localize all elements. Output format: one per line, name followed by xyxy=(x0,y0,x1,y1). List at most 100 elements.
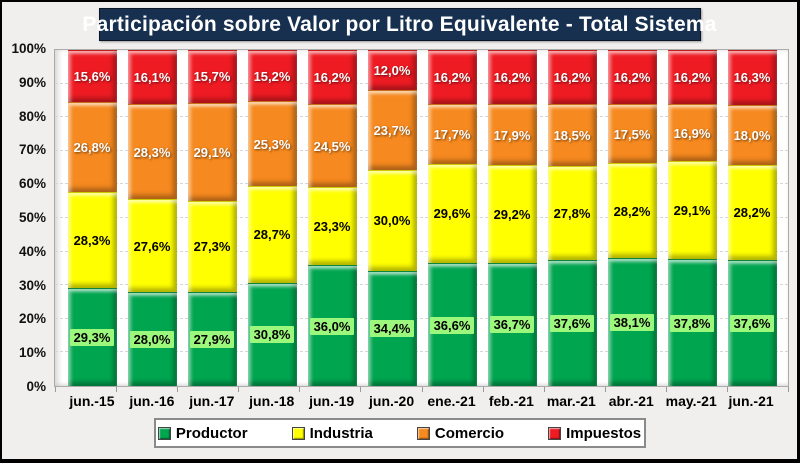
gridline xyxy=(55,217,788,218)
segment-impuestos-jun.-18: 15,2% xyxy=(247,50,297,102)
segment-industria-jun.-17: 27,3% xyxy=(187,200,237,293)
bar-jun.-21: 37,6% 28,2% 18,0% 16,3% xyxy=(727,50,777,386)
data-label-productor-may.-21: 37,8% xyxy=(669,314,715,332)
gridline xyxy=(55,116,788,118)
data-label-comercio-jun.-20: 23,7% xyxy=(373,123,411,139)
gridline xyxy=(55,183,788,185)
data-label-industria-jun.-16: 27,6% xyxy=(133,238,171,254)
data-label-industria-jun.-17: 27,3% xyxy=(193,239,231,255)
segment-industria-ene.-21: 29,6% xyxy=(427,163,477,264)
data-label-impuestos-abr.-21: 16,2% xyxy=(613,70,651,86)
axis-tick xyxy=(299,387,301,392)
data-label-impuestos-jun.-18: 15,2% xyxy=(253,68,291,84)
segment-comercio-mar.-21: 18,5% xyxy=(547,104,597,167)
data-label-impuestos-jun.-21: 16,3% xyxy=(733,70,771,86)
data-label-comercio-ene.-21: 17,7% xyxy=(433,127,471,143)
segment-industria-jun.-20: 30,0% xyxy=(367,169,417,271)
axis-tick xyxy=(421,387,423,392)
x-axis-label-jun.-17: jun.-17 xyxy=(189,393,235,409)
x-axis-label-abr.-21: abr.-21 xyxy=(608,393,654,409)
bar-feb.-21: 36,7% 29,2% 17,9% 16,2% xyxy=(487,50,537,386)
data-label-impuestos-mar.-21: 16,2% xyxy=(553,70,591,86)
data-label-impuestos-feb.-21: 16,2% xyxy=(493,70,531,86)
segment-comercio-jun.-17: 29,1% xyxy=(187,102,237,201)
gridline xyxy=(55,250,788,252)
legend-label-comercio: Comercio xyxy=(434,424,505,442)
segment-comercio-jun.-16: 28,3% xyxy=(127,104,177,200)
bar-jun.-18: 30,8% 28,7% 25,3% 15,2% xyxy=(247,50,297,386)
legend-item-impuestos: Impuestos xyxy=(548,425,641,442)
data-label-productor-jun.-19: 36,0% xyxy=(309,317,355,335)
y-axis-label-30pct: 30% xyxy=(18,277,46,293)
data-label-comercio-may.-21: 16,9% xyxy=(673,125,711,141)
data-label-impuestos-jun.-16: 16,1% xyxy=(133,70,171,86)
segment-comercio-feb.-21: 17,9% xyxy=(487,104,537,165)
gridlines xyxy=(55,50,788,386)
segment-comercio-may.-21: 16,9% xyxy=(667,104,717,162)
segment-comercio-jun.-21: 18,0% xyxy=(727,104,777,166)
x-axis-label-jun.-20: jun.-20 xyxy=(369,393,415,409)
bar-ene.-21: 36,6% 29,6% 17,7% 16,2% xyxy=(427,50,477,386)
legend-item-productor: Productor xyxy=(157,425,248,442)
chart-area: 100% 90% 80% 70% 60% 50% 40% 30% 20% 10% 0% 29,3% 2… xyxy=(2,41,789,394)
axis-tick xyxy=(482,387,484,392)
gridline xyxy=(55,82,788,84)
data-label-comercio-mar.-21: 18,5% xyxy=(553,128,591,144)
y-axis-label-40pct: 40% xyxy=(18,243,46,259)
data-label-industria-jun.-15: 28,3% xyxy=(73,233,111,249)
axis-tick xyxy=(116,387,118,392)
data-label-comercio-jun.-16: 28,3% xyxy=(133,144,171,160)
legend-item-industria: Industria xyxy=(291,424,373,442)
segment-impuestos-jun.-17: 15,7% xyxy=(187,50,237,103)
segment-impuestos-jun.-16: 16,1% xyxy=(127,50,177,105)
legend-label-industria: Industria xyxy=(309,424,373,442)
bar-jun.-15: 29,3% 28,3% 26,8% 15,6% xyxy=(67,50,117,386)
axis-tick xyxy=(788,387,789,392)
segment-productor-feb.-21: 36,7% xyxy=(487,262,537,386)
segment-comercio-jun.-18: 25,3% xyxy=(247,101,297,187)
segment-productor-jun.-20: 34,4% xyxy=(367,270,417,386)
y-axis-label-60pct: 60% xyxy=(18,175,46,191)
legend-swatch-productor xyxy=(157,426,171,440)
chart-title: Participación sobre Valor por Litro Equi… xyxy=(82,12,717,36)
segment-impuestos-may.-21: 16,2% xyxy=(667,50,717,105)
data-label-comercio-jun.-15: 26,8% xyxy=(73,140,111,156)
segment-industria-jun.-15: 28,3% xyxy=(67,192,117,288)
segment-impuestos-jun.-19: 16,2% xyxy=(307,50,357,105)
segment-industria-jun.-19: 23,3% xyxy=(307,186,357,266)
bar-abr.-21: 38,1% 28,2% 17,5% 16,2% xyxy=(607,50,657,386)
chart-title-bar: Participación sobre Valor por Litro Equi… xyxy=(82,8,716,41)
y-axis-label-10pct: 10% xyxy=(18,344,46,360)
y-axis: 100% 90% 80% 70% 60% 50% 40% 30% 20% 10% 0% xyxy=(2,41,54,394)
gridline xyxy=(55,317,788,319)
segment-impuestos-jun.-20: 12,0% xyxy=(367,50,417,91)
axis-tick xyxy=(543,387,545,392)
axis-tick xyxy=(177,387,179,392)
data-label-industria-abr.-21: 28,2% xyxy=(613,203,651,219)
x-axis-label-mar.-21: mar.-21 xyxy=(546,393,596,409)
segment-comercio-abr.-21: 17,5% xyxy=(607,104,657,164)
axis-tick xyxy=(360,387,362,392)
y-axis-label-50pct: 50% xyxy=(18,209,46,225)
gridline xyxy=(55,149,788,151)
x-axis-label-ene.-21: ene.-21 xyxy=(427,393,476,409)
segment-comercio-jun.-19: 24,5% xyxy=(307,104,357,187)
segment-productor-may.-21: 37,8% xyxy=(667,259,717,386)
data-label-industria-jun.-21: 28,2% xyxy=(733,205,771,221)
segment-industria-may.-21: 29,1% xyxy=(667,161,717,259)
segment-productor-jun.-15: 29,3% xyxy=(67,287,117,386)
bar-jun.-20: 34,4% 30,0% 23,7% 12,0% xyxy=(367,50,417,386)
x-axis-label-jun.-16: jun.-16 xyxy=(129,393,175,409)
segment-productor-abr.-21: 38,1% xyxy=(607,257,657,386)
data-label-productor-feb.-21: 36,7% xyxy=(489,316,535,334)
segment-productor-jun.-19: 36,0% xyxy=(307,265,357,386)
data-label-impuestos-jun.-17: 15,7% xyxy=(193,69,231,85)
segment-productor-ene.-21: 36,6% xyxy=(427,263,477,386)
segment-productor-jun.-21: 37,6% xyxy=(727,259,777,386)
segment-comercio-jun.-15: 26,8% xyxy=(67,102,117,193)
data-label-industria-feb.-21: 29,2% xyxy=(493,206,531,222)
data-label-impuestos-may.-21: 16,2% xyxy=(673,70,711,86)
data-label-industria-jun.-19: 23,3% xyxy=(313,218,351,234)
bar-jun.-19: 36,0% 23,3% 24,5% 16,2% xyxy=(307,50,357,386)
segment-impuestos-ene.-21: 16,2% xyxy=(427,50,477,105)
